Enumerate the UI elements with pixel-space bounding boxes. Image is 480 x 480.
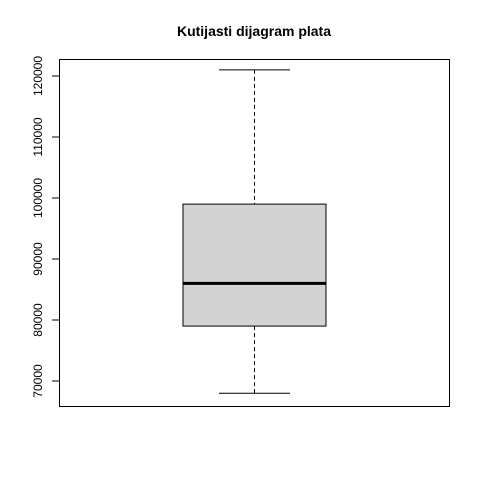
y-tick-label: 110000: [31, 117, 45, 156]
y-tick-label: 70000: [31, 364, 45, 398]
y-axis: 70000 80000 90000 100000 110000 120000: [31, 56, 60, 398]
chart-title: Kutijasti dijagram plata: [177, 23, 331, 39]
y-tick-label: 100000: [31, 178, 45, 218]
iqr-box: [182, 203, 327, 327]
y-tick-label: 80000: [31, 303, 45, 337]
box-element: [182, 69, 327, 394]
y-tick-label: 90000: [31, 242, 45, 276]
y-tick-label: 120000: [31, 56, 45, 96]
